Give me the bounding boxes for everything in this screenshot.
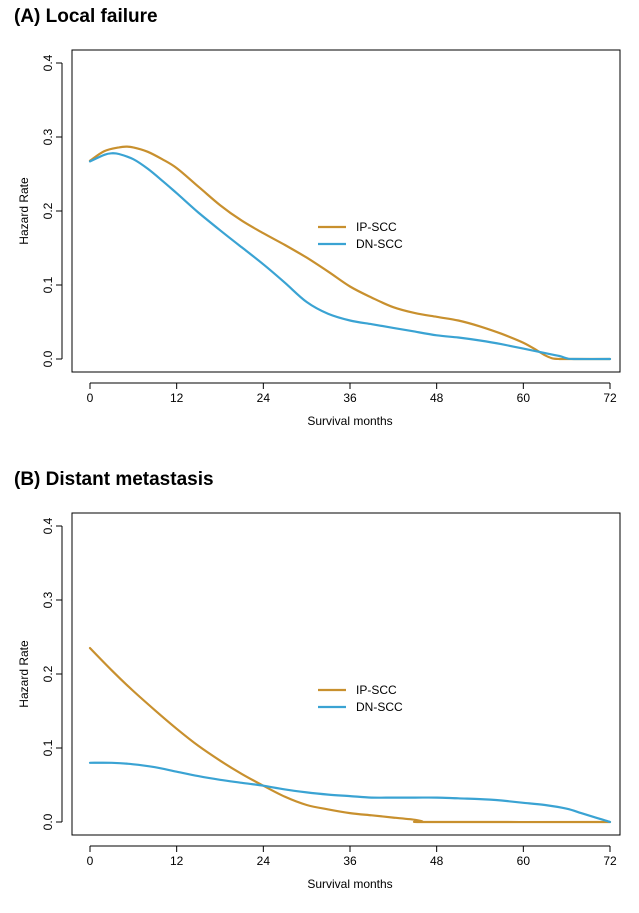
x-tick-label: 24: [257, 854, 271, 868]
x-axis-label: Survival months: [307, 877, 392, 891]
plot-frame: [71, 49, 621, 373]
y-tick-label: 0.4: [41, 517, 55, 534]
x-tick-label: 48: [430, 391, 444, 405]
series-line-dn-scc: [88, 761, 612, 824]
x-tick-label: 12: [170, 391, 184, 405]
panel-title: (B) Distant metastasis: [14, 469, 214, 490]
y-tick-label: 0.3: [41, 591, 55, 608]
y-axis-label: Hazard Rate: [17, 177, 31, 245]
y-tick-label: 0.2: [41, 202, 55, 219]
x-tick-label: 60: [517, 854, 531, 868]
hazard-rate-chart-distant-metastasis: 0 12 24 36 48 60 72 0.0 0.1 0.2 0.3 0.4 Survival mon…: [17, 512, 621, 891]
legend: IP-SCC DN-SCC: [318, 683, 403, 714]
panel-title: (A) Local failure: [14, 6, 158, 27]
legend-label: IP-SCC: [356, 683, 397, 697]
x-tick-label: 0: [87, 854, 94, 868]
x-tick-label: 72: [603, 854, 617, 868]
series-line-ip-scc: [88, 145, 612, 361]
y-tick-label: 0.1: [41, 739, 55, 756]
y-tick-label: 0.4: [41, 54, 55, 71]
y-tick-label: 0.1: [41, 276, 55, 293]
x-tick-label: 24: [257, 391, 271, 405]
x-tick-label: 36: [343, 391, 357, 405]
panel-local-failure: (A) Local failure 0 12 24 36 48 60 72 0.0 0.1 0.2…: [0, 0, 639, 450]
x-tick-label: 60: [517, 391, 531, 405]
x-tick-label: 48: [430, 854, 444, 868]
series-line-ip-scc: [88, 647, 612, 824]
panel-distant-metastasis: (B) Distant metastasis 0 12 24 36 48 60 72 0.0 0…: [0, 463, 639, 913]
x-tick-label: 12: [170, 854, 184, 868]
y-tick-label: 0.3: [41, 128, 55, 145]
x-axis-label: Survival months: [307, 414, 392, 428]
plot-frame: [71, 512, 621, 836]
y-tick-label: 0.0: [41, 350, 55, 367]
legend-label: DN-SCC: [356, 237, 403, 251]
y-tick-label: 0.2: [41, 665, 55, 682]
legend: IP-SCC DN-SCC: [318, 220, 403, 251]
hazard-rate-chart-local-failure: 0 12 24 36 48 60 72 0.0 0.1 0.2 0.3 0.4 Survival mon…: [17, 49, 621, 428]
legend-label: IP-SCC: [356, 220, 397, 234]
y-axis-label: Hazard Rate: [17, 640, 31, 708]
legend-label: DN-SCC: [356, 700, 403, 714]
x-tick-label: 72: [603, 391, 617, 405]
series-line-dn-scc: [88, 152, 612, 361]
x-tick-label: 0: [87, 391, 94, 405]
x-tick-label: 36: [343, 854, 357, 868]
y-tick-label: 0.0: [41, 813, 55, 830]
